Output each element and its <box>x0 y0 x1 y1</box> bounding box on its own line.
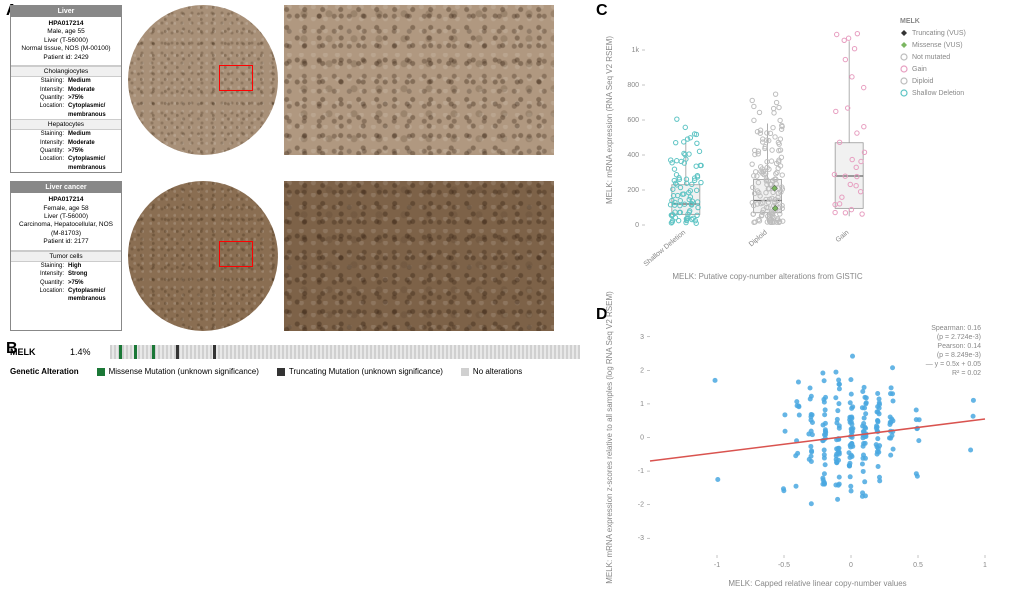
panel-a: Liver HPA017214Male, age 55Liver (T-5600… <box>10 5 580 339</box>
svg-text:MELK: mRNA expression z-scores: MELK: mRNA expression z-scores relative … <box>605 291 614 584</box>
panel-b-legend: Genetic Alteration Missense Mutation (un… <box>10 367 580 376</box>
svg-text:0: 0 <box>640 435 644 442</box>
sample-header: Liver cancer <box>11 182 121 193</box>
svg-text:Shallow Deletion: Shallow Deletion <box>643 229 688 268</box>
svg-text:1: 1 <box>983 562 987 569</box>
legend-item: No alterations <box>461 367 522 376</box>
tissue-circle <box>128 5 278 155</box>
svg-text:800: 800 <box>627 82 639 89</box>
svg-text:Spearman: 0.16: Spearman: 0.16 <box>931 325 981 332</box>
sample-desc: HPA017214Female, age 58Liver (T-56000)Ca… <box>11 193 121 251</box>
svg-text:MELK: MELK <box>900 18 920 25</box>
sample-info-box: Liver cancer HPA017214Female, age 58Live… <box>10 181 122 331</box>
mutation-percent: 1.4% <box>70 347 110 357</box>
mutation-tick <box>176 345 179 359</box>
legend-item: Truncating Mutation (unknown significanc… <box>277 367 443 376</box>
boxplot-chart: 0 200 400 600 800 1k MELK: mRNA expression (RN… <box>600 5 1000 285</box>
svg-text:MELK: Capped relative linear c: MELK: Capped relative linear copy-number… <box>728 579 906 588</box>
svg-text:Not mutated: Not mutated <box>912 54 950 61</box>
svg-text:Truncating (VUS): Truncating (VUS) <box>912 30 966 37</box>
mutation-tick <box>152 345 155 359</box>
svg-text:-1: -1 <box>638 468 644 475</box>
tissue-circle <box>128 181 278 331</box>
svg-text:Diploid: Diploid <box>748 229 769 248</box>
svg-text:-1: -1 <box>714 562 720 569</box>
celltype-name: Cholangiocytes <box>11 66 121 77</box>
svg-text:3: 3 <box>640 334 644 341</box>
sample-header: Liver <box>11 6 121 17</box>
svg-text:Gain: Gain <box>835 229 851 244</box>
mutation-track: MELK 1.4% <box>10 345 580 359</box>
panel-c: 0 200 400 600 800 1k MELK: mRNA expression (RN… <box>600 5 1000 285</box>
mutation-bar <box>110 345 580 359</box>
svg-text:1: 1 <box>640 401 644 408</box>
panel-d: -1 -0.5 0 0.5 1 -3 -2 -1 0 1 2 3 MELK: Capped relati… <box>600 310 1000 590</box>
svg-text:0: 0 <box>849 562 853 569</box>
celltype-name: Tumor cells <box>11 251 121 262</box>
svg-text:-2: -2 <box>638 502 644 509</box>
svg-text:Missense (VUS): Missense (VUS) <box>912 42 963 49</box>
svg-text:0: 0 <box>635 222 639 229</box>
svg-text:0.5: 0.5 <box>913 562 923 569</box>
svg-text:-3: -3 <box>638 535 644 542</box>
svg-text:400: 400 <box>627 152 639 159</box>
panel-b: MELK 1.4% Genetic Alteration Missense Mu… <box>10 345 580 376</box>
svg-text:Shallow Deletion: Shallow Deletion <box>912 90 964 97</box>
svg-text:MELK: Putative copy-number alt: MELK: Putative copy-number alterations f… <box>672 272 863 281</box>
svg-text:(p = 2.724e-3): (p = 2.724e-3) <box>937 334 981 341</box>
sample-desc: HPA017214Male, age 55Liver (T-56000)Norm… <box>11 17 121 66</box>
sample-block: Liver HPA017214Male, age 55Liver (T-5600… <box>10 5 580 173</box>
tissue-zoom <box>284 181 554 331</box>
svg-text:600: 600 <box>627 117 639 124</box>
gene-name: MELK <box>10 347 70 357</box>
svg-text:1k: 1k <box>632 47 640 54</box>
svg-text:— y = 0.5x + 0.05: — y = 0.5x + 0.05 <box>926 361 981 368</box>
svg-text:R² = 0.02: R² = 0.02 <box>952 370 981 377</box>
mutation-tick <box>213 345 216 359</box>
zoom-indicator <box>219 65 253 91</box>
genetic-alteration-label: Genetic Alteration <box>10 367 79 376</box>
svg-text:2: 2 <box>640 367 644 374</box>
celltype-name: Hepatocytes <box>11 119 121 130</box>
mutation-tick <box>134 345 137 359</box>
svg-text:-0.5: -0.5 <box>778 562 790 569</box>
svg-text:Gain: Gain <box>912 66 927 73</box>
zoom-indicator <box>219 241 253 267</box>
sample-block: Liver cancer HPA017214Female, age 58Live… <box>10 181 580 331</box>
svg-text:(p = 8.249e-3): (p = 8.249e-3) <box>937 352 981 359</box>
mutation-tick <box>119 345 122 359</box>
svg-text:Diploid: Diploid <box>912 78 934 85</box>
sample-info-box: Liver HPA017214Male, age 55Liver (T-5600… <box>10 5 122 173</box>
tissue-zoom <box>284 5 554 155</box>
scatter-chart: -1 -0.5 0 0.5 1 -3 -2 -1 0 1 2 3 MELK: Capped relati… <box>600 310 1000 590</box>
svg-text:200: 200 <box>627 187 639 194</box>
legend-item: Missense Mutation (unknown significance) <box>97 367 259 376</box>
svg-text:Pearson: 0.14: Pearson: 0.14 <box>937 343 981 350</box>
svg-text:MELK: mRNA expression (RNA Seq: MELK: mRNA expression (RNA Seq V2 RSEM) <box>605 36 614 204</box>
